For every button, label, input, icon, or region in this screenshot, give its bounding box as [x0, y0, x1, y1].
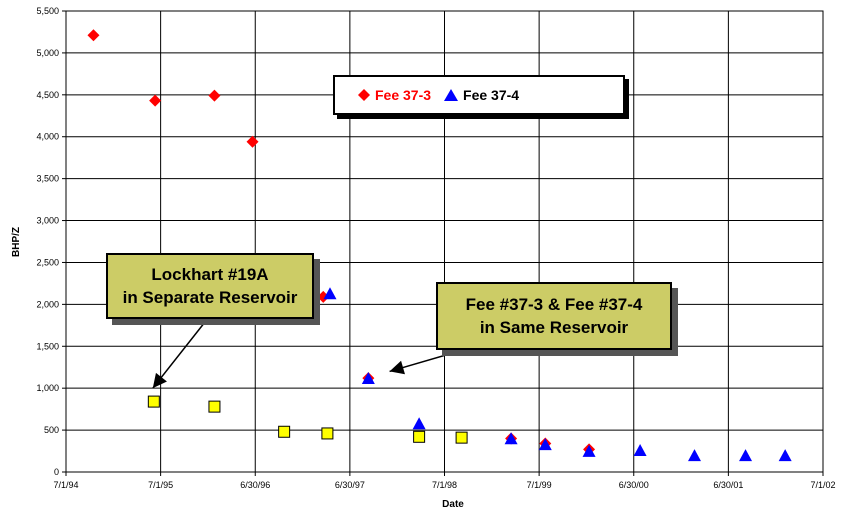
data-point-fee-37-4: [538, 438, 552, 451]
x-tick-label: 6/30/97: [335, 480, 365, 490]
x-tick-label: 6/30/96: [240, 480, 270, 490]
y-tick-label: 0: [54, 467, 59, 477]
y-tick-label: 2,000: [36, 299, 59, 309]
data-point-lockhart-19a: [278, 425, 291, 438]
legend-item-fee-37-4: Fee 37-4: [443, 87, 519, 103]
y-tick-label: 2,500: [36, 257, 59, 267]
x-tick-label: 6/30/01: [713, 480, 743, 490]
x-axis-label: Date: [442, 499, 464, 510]
y-tick-label: 500: [44, 425, 59, 435]
y-tick-label: 3,500: [36, 174, 59, 184]
y-tick-label: 3,000: [36, 216, 59, 226]
callout-lockhart-line1: Lockhart #19A: [151, 265, 269, 284]
callout-arrow-head: [152, 372, 167, 389]
x-tick-label: 7/1/94: [53, 480, 78, 490]
y-axis-ticks: 0 500 1,000 1,500 2,000 2,500 3,000 3,500 4,000 4…: [36, 6, 66, 477]
legend-item-fee-37-3: Fee 37-3: [357, 87, 431, 103]
data-point-fee-37-4: [582, 444, 596, 457]
data-point-fee-37-4: [688, 449, 702, 462]
callout-arrow-line: [152, 321, 206, 389]
x-tick-label: 6/30/00: [619, 480, 649, 490]
callout-fee-line1: Fee #37-3 & Fee #37-4: [465, 295, 643, 314]
data-point-lockhart-19a: [455, 431, 468, 444]
data-point-fee-37-3: [87, 29, 100, 42]
callout-lockhart: Lockhart #19A in Separate Reservoir: [106, 253, 314, 319]
y-axis-label: BHP/Z: [11, 227, 22, 257]
data-point-fee-37-4: [361, 371, 375, 384]
data-point-fee-37-4: [633, 444, 647, 457]
y-tick-label: 1,000: [36, 383, 59, 393]
blue-triangle-marker-icon: [444, 89, 459, 101]
legend-label-fee-37-4: Fee 37-4: [463, 87, 520, 103]
legend: Fee 37-3 Fee 37-4: [333, 75, 625, 115]
red-diamond-marker-icon: [358, 89, 370, 101]
x-axis-ticks: 7/1/94 7/1/95 6/30/96 6/30/97 7/1/98 7/1/99 6/…: [53, 472, 836, 490]
callout-arrows: [152, 321, 471, 389]
data-point-fee-37-3: [208, 89, 221, 102]
x-tick-label: 7/1/02: [810, 480, 835, 490]
data-point-lockhart-19a: [321, 427, 334, 440]
legend-label-fee-37-3: Fee 37-3: [375, 87, 432, 103]
x-tick-label: 7/1/98: [432, 480, 457, 490]
data-point-lockhart-19a: [413, 430, 426, 443]
data-point-fee-37-3: [149, 94, 162, 107]
callout-lockhart-line2: in Separate Reservoir: [122, 288, 298, 307]
y-tick-label: 4,500: [36, 90, 59, 100]
data-point-fee-37-3: [317, 290, 330, 303]
x-tick-label: 7/1/99: [527, 480, 552, 490]
data-point-fee-37-4: [323, 287, 337, 300]
data-point-fee-37-4: [739, 449, 753, 462]
data-points: [87, 29, 792, 462]
y-tick-label: 1,500: [36, 341, 59, 351]
callout-fee-line2: in Same Reservoir: [479, 318, 629, 337]
data-point-fee-37-4: [778, 449, 792, 462]
data-point-fee-37-4: [412, 417, 426, 430]
x-tick-label: 7/1/95: [148, 480, 173, 490]
data-point-fee-37-4: [504, 432, 518, 445]
callout-arrow-head: [389, 360, 405, 375]
callout-fee: Fee #37-3 & Fee #37-4 in Same Reservoir: [436, 282, 672, 350]
y-tick-label: 5,000: [36, 48, 59, 58]
y-tick-label: 5,500: [36, 6, 59, 16]
data-point-lockhart-19a: [147, 395, 160, 408]
data-point-fee-37-3: [246, 135, 259, 148]
data-point-lockhart-19a: [208, 400, 221, 413]
y-tick-label: 4,000: [36, 132, 59, 142]
